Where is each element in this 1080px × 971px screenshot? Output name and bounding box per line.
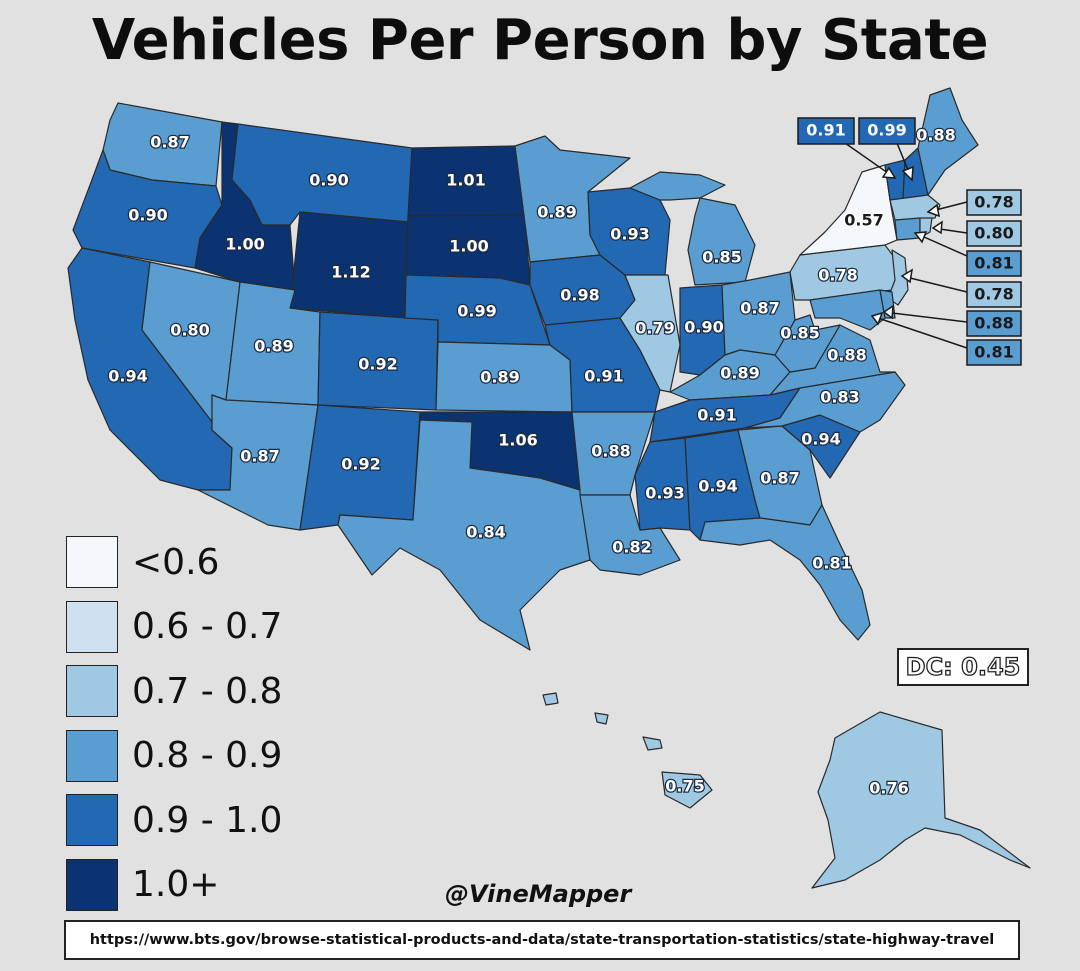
label-CO: 0.92 [358,355,397,374]
label-KS: 0.89 [480,368,519,387]
callout-VT-value: 0.91 [806,121,845,140]
label-SD: 1.00 [449,237,488,256]
label-IL: 0.79 [635,319,674,338]
label-ME: 0.88 [916,126,955,145]
label-FL: 0.81 [812,554,851,573]
legend-label: <0.6 [132,541,220,583]
label-NV: 0.80 [170,321,209,340]
label-OK: 1.06 [498,431,537,450]
legend-swatch [66,858,118,911]
callout-VT: 0.91 [797,117,855,145]
map-title: Vehicles Per Person by State [91,8,989,73]
callout-CT-value: 0.81 [974,254,1013,273]
label-CA: 0.94 [108,367,147,386]
label-NC: 0.83 [820,388,859,407]
label-NM: 0.92 [341,455,380,474]
label-MO: 0.91 [584,367,623,386]
source-url[interactable]: https://www.bts.gov/browse-statistical-p… [64,920,1020,960]
label-AL: 0.94 [698,477,737,496]
label-HI: 0.75 [665,777,704,796]
state-AK[interactable] [811,711,1031,889]
label-MN: 0.89 [537,203,576,222]
label-GA: 0.87 [760,469,799,488]
label-TN: 0.91 [697,406,736,425]
state-TX[interactable] [337,419,591,651]
state-HI-maui[interactable] [642,736,663,751]
label-SC: 0.94 [801,430,840,449]
callout-MD: 0.81 [966,339,1022,366]
label-TX: 0.84 [466,523,505,542]
legend: <0.6 0.6 - 0.7 0.7 - 0.8 0.8 - 0.9 0.9 -… [66,530,282,917]
legend-item: 1.0+ [66,853,282,918]
callout-NJ: 0.78 [966,281,1022,308]
state-HI-kauai[interactable] [542,692,559,706]
label-LA: 0.82 [612,538,651,557]
label-WI: 0.93 [610,225,649,244]
legend-label: 0.6 - 0.7 [132,606,283,648]
state-LA[interactable] [579,494,681,576]
label-OH: 0.87 [740,299,779,318]
state-NJ[interactable] [887,249,909,306]
state-HI-big[interactable] [661,771,713,809]
label-WV: 0.85 [780,324,819,343]
label-UT: 0.89 [254,337,293,356]
label-MI: 0.85 [702,248,741,267]
author-credit: @VineMapper [445,880,632,908]
callout-MD-value: 0.81 [974,343,1013,362]
label-AZ: 0.87 [240,447,279,466]
callout-NH-value: 0.99 [867,121,906,140]
legend-label: 1.0+ [132,864,220,906]
callout-RI: 0.80 [966,220,1022,247]
dc-value-box: DC: 0.45 [897,648,1029,686]
label-WA: 0.87 [150,133,189,152]
legend-swatch [66,794,118,847]
label-IA: 0.98 [560,286,599,305]
callout-NH: 0.99 [858,117,916,145]
label-ND: 1.01 [446,171,485,190]
legend-label: 0.7 - 0.8 [132,670,283,712]
legend-item: 0.6 - 0.7 [66,595,282,660]
state-WV[interactable] [774,314,841,373]
legend-label: 0.8 - 0.9 [132,735,283,777]
state-MI-upper[interactable] [629,171,726,201]
legend-swatch [66,729,118,782]
callout-MA-value: 0.78 [974,193,1013,212]
state-ME[interactable] [917,87,979,196]
label-MS: 0.93 [645,484,684,503]
state-CT[interactable] [894,217,921,241]
state-HI-oahu[interactable] [594,712,609,725]
state-MA[interactable] [889,194,941,221]
legend-item: 0.7 - 0.8 [66,659,282,724]
state-FL[interactable] [699,504,871,641]
label-WY: 1.12 [331,263,370,282]
legend-item: <0.6 [66,530,282,595]
legend-swatch [66,665,118,718]
label-ID: 1.00 [225,235,264,254]
label-NE: 0.99 [457,302,496,321]
callout-MA: 0.78 [966,189,1022,216]
callout-DE-value: 0.88 [974,314,1013,333]
legend-swatch [66,536,118,589]
label-PA: 0.78 [818,266,857,285]
label-NY: 0.57 [844,211,883,230]
label-KY: 0.89 [720,364,759,383]
label-IN: 0.90 [684,318,723,337]
label-AK: 0.76 [869,779,908,798]
callout-DE: 0.88 [966,310,1022,337]
state-IL[interactable] [619,274,681,393]
legend-item: 0.9 - 1.0 [66,788,282,853]
callout-RI-value: 0.80 [974,224,1013,243]
legend-swatch [66,600,118,653]
label-MT: 0.90 [309,171,348,190]
label-OR: 0.90 [128,206,167,225]
legend-item: 0.8 - 0.9 [66,724,282,789]
callout-CT: 0.81 [966,250,1022,277]
legend-label: 0.9 - 1.0 [132,799,283,841]
callout-NJ-value: 0.78 [974,285,1013,304]
label-AR: 0.88 [591,442,630,461]
label-VA: 0.88 [827,346,866,365]
state-MI[interactable] [687,197,756,286]
